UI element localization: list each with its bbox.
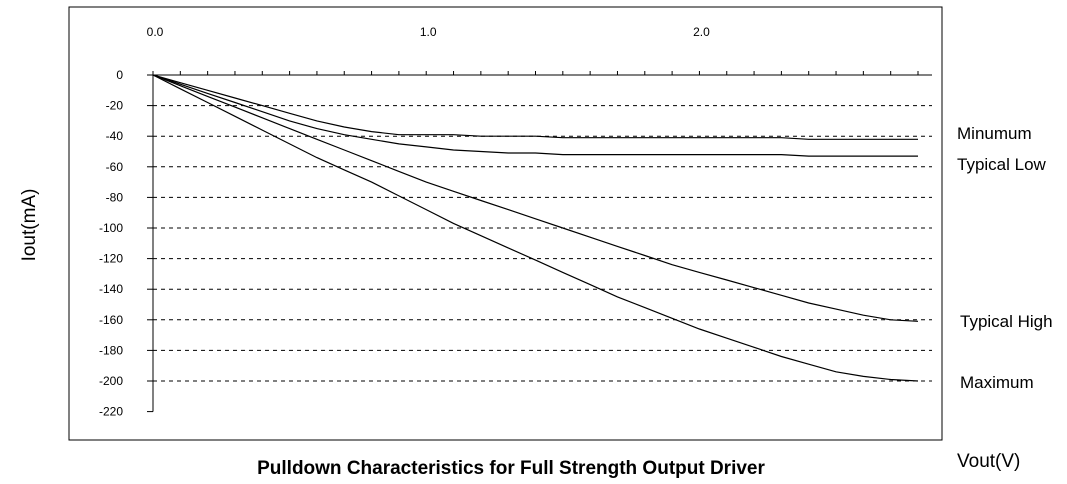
y-tick-label-160: -160 bbox=[99, 313, 123, 327]
y-tick-label-60: -60 bbox=[106, 160, 124, 174]
x-axis-title: Vout(V) bbox=[957, 451, 1020, 472]
axis-layer bbox=[147, 71, 932, 413]
y-tick-label-180: -180 bbox=[99, 343, 123, 357]
y-tick-label-80: -80 bbox=[106, 190, 124, 204]
series-label-maximum: Maximum bbox=[960, 373, 1034, 392]
series-line-minumum bbox=[152, 74, 918, 140]
series-line-typical-low bbox=[152, 74, 918, 157]
y-tick-label-20: -20 bbox=[106, 99, 124, 113]
y-tick-label-100: -100 bbox=[99, 221, 123, 235]
series-line-typical-high bbox=[152, 74, 919, 322]
series-label-typical-high: Typical High bbox=[960, 312, 1053, 331]
y-tick-label-0: 0 bbox=[116, 68, 123, 82]
y-tick-label-120: -120 bbox=[99, 252, 123, 266]
series-layer bbox=[152, 74, 919, 382]
y-tick-label-140: -140 bbox=[99, 282, 123, 296]
chart-title: Pulldown Characteristics for Full Streng… bbox=[257, 458, 765, 479]
series-line-maximum bbox=[152, 74, 919, 382]
plot-frame bbox=[68, 6, 943, 441]
y-tick-label-40: -40 bbox=[106, 129, 124, 143]
x-tick-label-0-0: 0.0 bbox=[147, 25, 164, 39]
y-axis-title: Iout(mA) bbox=[19, 189, 40, 262]
grid-layer bbox=[153, 105, 932, 382]
label-layer: 0 -20 -40 -60 -80 -100 -120 -140 -160 -180 -200 -22… bbox=[99, 25, 1053, 419]
x-tick-label-1-0: 1.0 bbox=[420, 25, 437, 39]
y-tick-label-200: -200 bbox=[99, 374, 123, 388]
y-tick-label-220: -220 bbox=[99, 405, 123, 419]
series-label-typical-low: Typical Low bbox=[957, 155, 1047, 174]
series-label-minumum: Minumum bbox=[957, 124, 1032, 143]
x-tick-label-2-0: 2.0 bbox=[693, 25, 710, 39]
